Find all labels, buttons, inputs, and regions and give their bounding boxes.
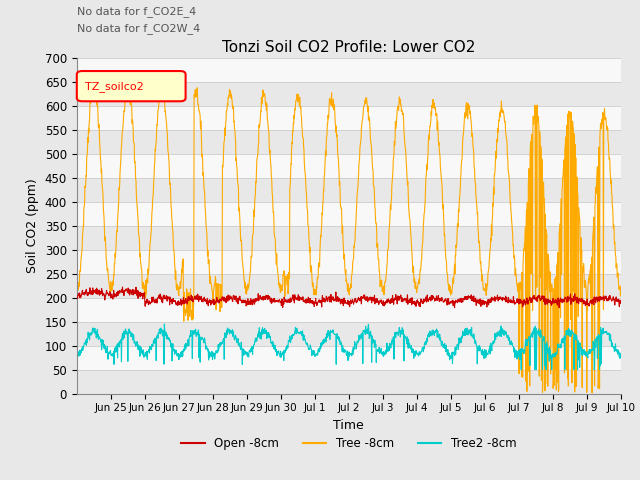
Bar <box>77 82 621 106</box>
Text: No data for f_CO2E_4: No data for f_CO2E_4 <box>77 6 196 17</box>
Bar <box>77 178 621 202</box>
Title: Tonzi Soil CO2 Profile: Lower CO2: Tonzi Soil CO2 Profile: Lower CO2 <box>222 40 476 55</box>
Text: TZ_soilco2: TZ_soilco2 <box>85 81 144 92</box>
Bar <box>77 202 621 226</box>
Bar <box>77 322 621 346</box>
Legend: Open -8cm, Tree -8cm, Tree2 -8cm: Open -8cm, Tree -8cm, Tree2 -8cm <box>177 432 521 455</box>
Bar <box>77 130 621 154</box>
Text: No data for f_CO2W_4: No data for f_CO2W_4 <box>77 23 200 34</box>
Y-axis label: Soil CO2 (ppm): Soil CO2 (ppm) <box>26 178 39 273</box>
Bar <box>77 298 621 322</box>
Bar <box>77 106 621 130</box>
Bar <box>77 154 621 178</box>
Bar <box>77 346 621 370</box>
FancyBboxPatch shape <box>77 71 186 101</box>
X-axis label: Time: Time <box>333 419 364 432</box>
Bar <box>77 58 621 82</box>
Bar <box>77 370 621 394</box>
Bar <box>77 226 621 250</box>
Bar <box>77 274 621 298</box>
Bar <box>77 250 621 274</box>
